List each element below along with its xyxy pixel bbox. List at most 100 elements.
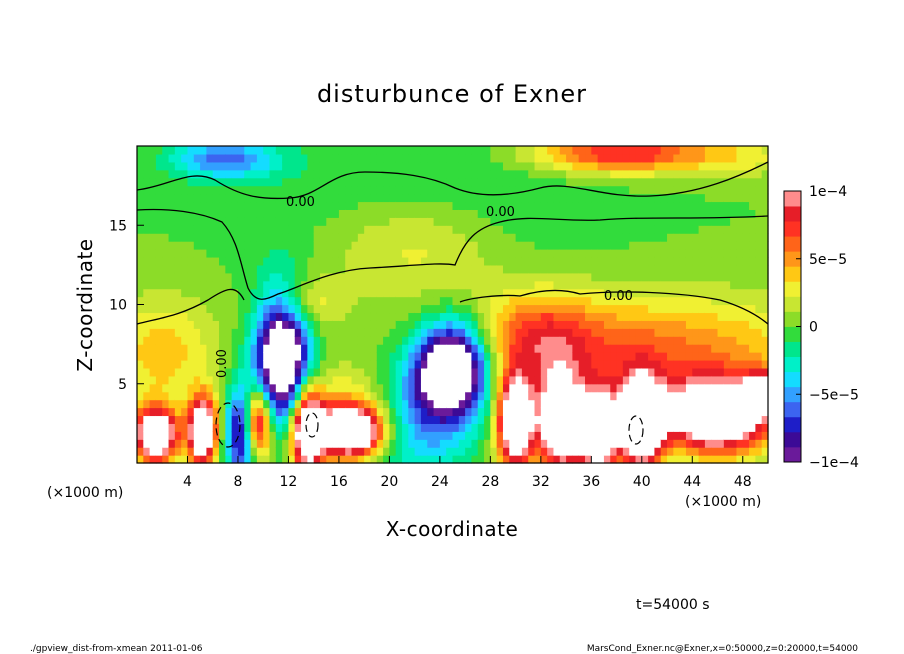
heatmap-cell <box>282 320 290 329</box>
heatmap-cell <box>755 447 763 456</box>
heatmap-cell <box>294 177 302 187</box>
heatmap-cell <box>212 288 220 298</box>
heatmap-cell <box>326 328 334 337</box>
heatmap-cell <box>149 407 157 417</box>
heatmap-cell <box>376 359 384 369</box>
heatmap-cell <box>307 344 315 353</box>
y-axis-title: Z-coordinate <box>73 238 97 371</box>
heatmap-cell <box>155 439 163 448</box>
heatmap-cell <box>578 407 586 417</box>
heatmap-cell <box>515 146 523 155</box>
heatmap-cell <box>736 169 744 179</box>
heatmap-cell <box>402 280 409 290</box>
heatmap-cell <box>629 233 637 242</box>
heatmap-cell <box>585 193 592 203</box>
heatmap-cell <box>420 367 428 377</box>
heatmap-cell <box>591 153 599 163</box>
heatmap-cell <box>237 233 245 242</box>
heatmap-cell <box>420 193 428 203</box>
heatmap-cell <box>155 455 163 464</box>
heatmap-cell <box>502 375 510 385</box>
heatmap-cell <box>490 249 498 258</box>
heatmap-cell <box>667 169 674 179</box>
heatmap-cell <box>376 177 384 187</box>
heatmap-cell <box>692 447 700 456</box>
heatmap-cell <box>414 280 422 290</box>
heatmap-cell <box>351 352 359 361</box>
heatmap-cell <box>717 185 725 195</box>
heatmap-cell <box>629 209 637 218</box>
heatmap-cell <box>730 336 738 345</box>
heatmap-cell <box>610 336 618 345</box>
heatmap-cell <box>193 399 201 409</box>
heatmap-cell <box>376 375 384 385</box>
heatmap-cell <box>723 304 731 314</box>
heatmap-cell <box>509 312 517 321</box>
heatmap-cell <box>723 399 731 409</box>
heatmap-cell <box>749 423 756 432</box>
heatmap-cell <box>711 201 719 210</box>
heatmap-cell <box>471 288 479 298</box>
heatmap-cell <box>326 288 334 298</box>
heatmap-cell <box>622 359 630 369</box>
heatmap-cell <box>288 312 296 321</box>
heatmap-cell <box>319 312 327 321</box>
heatmap-cell <box>200 169 208 179</box>
heatmap-cell <box>137 447 144 456</box>
heatmap-cell <box>187 415 195 424</box>
heatmap-cell <box>559 272 567 282</box>
heatmap-cell <box>193 169 201 179</box>
heatmap-cell <box>212 185 220 195</box>
heatmap-cell <box>711 304 719 314</box>
heatmap-cell <box>427 312 435 321</box>
heatmap-cell <box>679 241 687 250</box>
heatmap-cell <box>155 225 163 234</box>
heatmap-cell <box>484 447 491 456</box>
heatmap-cell <box>149 280 157 290</box>
heatmap-cell <box>616 447 624 456</box>
heatmap-cell <box>168 146 176 155</box>
heatmap-cell <box>383 344 390 353</box>
heatmap-cell <box>395 352 403 361</box>
heatmap-cell <box>389 161 397 171</box>
heatmap-cell <box>433 320 441 329</box>
heatmap-cell <box>313 431 321 440</box>
heatmap-cell <box>698 146 706 155</box>
heatmap-cell <box>408 193 416 203</box>
heatmap-cell <box>357 359 365 369</box>
heatmap-cell <box>237 256 245 266</box>
heatmap-cell <box>471 146 479 155</box>
heatmap-cell <box>250 383 258 393</box>
heatmap-cell <box>326 225 334 234</box>
heatmap-cell <box>648 241 656 250</box>
heatmap-cell <box>717 288 725 298</box>
heatmap-cell <box>402 423 409 432</box>
heatmap-cell <box>155 233 163 242</box>
heatmap-cell <box>742 249 750 258</box>
heatmap-cell <box>389 288 397 298</box>
heatmap-cell <box>338 296 346 306</box>
heatmap-cell <box>730 161 738 171</box>
heatmap-cell <box>256 336 264 345</box>
heatmap-cell <box>288 146 296 155</box>
heatmap-cell <box>231 399 239 409</box>
heatmap-cell <box>465 256 473 266</box>
heatmap-cell <box>648 391 656 401</box>
heatmap-cell <box>332 177 340 187</box>
heatmap-cell <box>723 320 731 329</box>
heatmap-cell <box>282 280 290 290</box>
heatmap-cell <box>345 399 353 409</box>
heatmap-cell <box>155 336 163 345</box>
heatmap-cell <box>540 431 548 440</box>
heatmap-cell <box>446 391 454 401</box>
heatmap-cell <box>263 256 271 266</box>
colorbar-swatch <box>784 206 801 222</box>
heatmap-cell <box>597 304 605 314</box>
heatmap-cell <box>149 185 157 195</box>
heatmap-cell <box>326 447 334 456</box>
heatmap-cell <box>755 256 763 266</box>
heatmap-cell <box>149 391 157 401</box>
heatmap-cell <box>711 153 719 163</box>
heatmap-cell <box>553 344 561 353</box>
heatmap-cell <box>730 423 738 432</box>
